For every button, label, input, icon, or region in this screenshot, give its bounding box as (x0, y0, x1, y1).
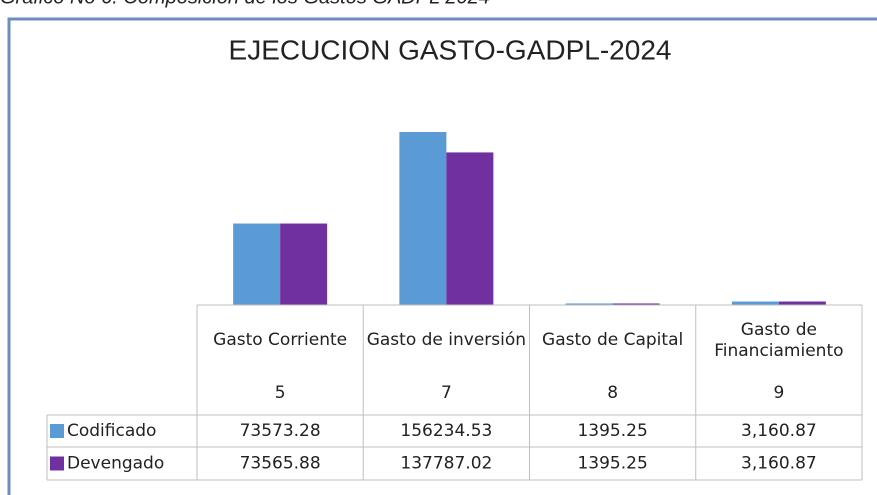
bar (233, 223, 281, 305)
category-code-box: 9 (773, 383, 785, 404)
legend-swatch (50, 456, 64, 471)
bar (565, 303, 613, 305)
category-code-box: 7 (440, 383, 452, 404)
bar (280, 223, 328, 305)
bar (778, 301, 826, 305)
legend-swatch (50, 424, 64, 438)
category-label: Gasto de Capital (542, 330, 684, 351)
category-label-box: Gasto de Capital (542, 330, 684, 351)
category-label-box: Gasto de Financiamiento (714, 319, 844, 361)
category-code-box: 8 (607, 383, 619, 404)
category-code: 8 (607, 383, 619, 404)
bar (731, 301, 779, 305)
value-label: 3,160.87 (741, 454, 817, 474)
value-label: 3,160.87 (741, 421, 817, 441)
value-label: 73573.28 (240, 421, 321, 441)
legend-label: Devengado (67, 454, 164, 474)
category-label: Gasto Corriente (213, 330, 348, 351)
category-label: Gasto de inversión (366, 330, 527, 351)
value-label: 1395.25 (577, 421, 647, 441)
legend-label: Codificado (67, 421, 156, 441)
category-code: 9 (773, 383, 785, 404)
chart-frame (7, 17, 877, 495)
value-label: 1395.25 (577, 454, 647, 474)
caption: Gráfico No 6. Composición de los Gastos … (0, 0, 490, 8)
category-code-box: 5 (274, 383, 286, 404)
value-label: 73565.88 (240, 454, 321, 474)
category-label-box: Gasto de inversión (366, 330, 527, 351)
category-code: 5 (274, 383, 286, 404)
value-label: 137787.02 (400, 454, 492, 474)
value-label: 156234.53 (400, 421, 492, 441)
category-label-box: Gasto Corriente (213, 330, 348, 351)
bar (612, 303, 660, 305)
category-code: 7 (440, 383, 452, 404)
bar (399, 132, 447, 305)
category-label: Gasto de Financiamiento (714, 319, 844, 361)
chart-title: EJECUCION GASTO-GADPL-2024 (229, 34, 672, 65)
bar (446, 152, 494, 305)
